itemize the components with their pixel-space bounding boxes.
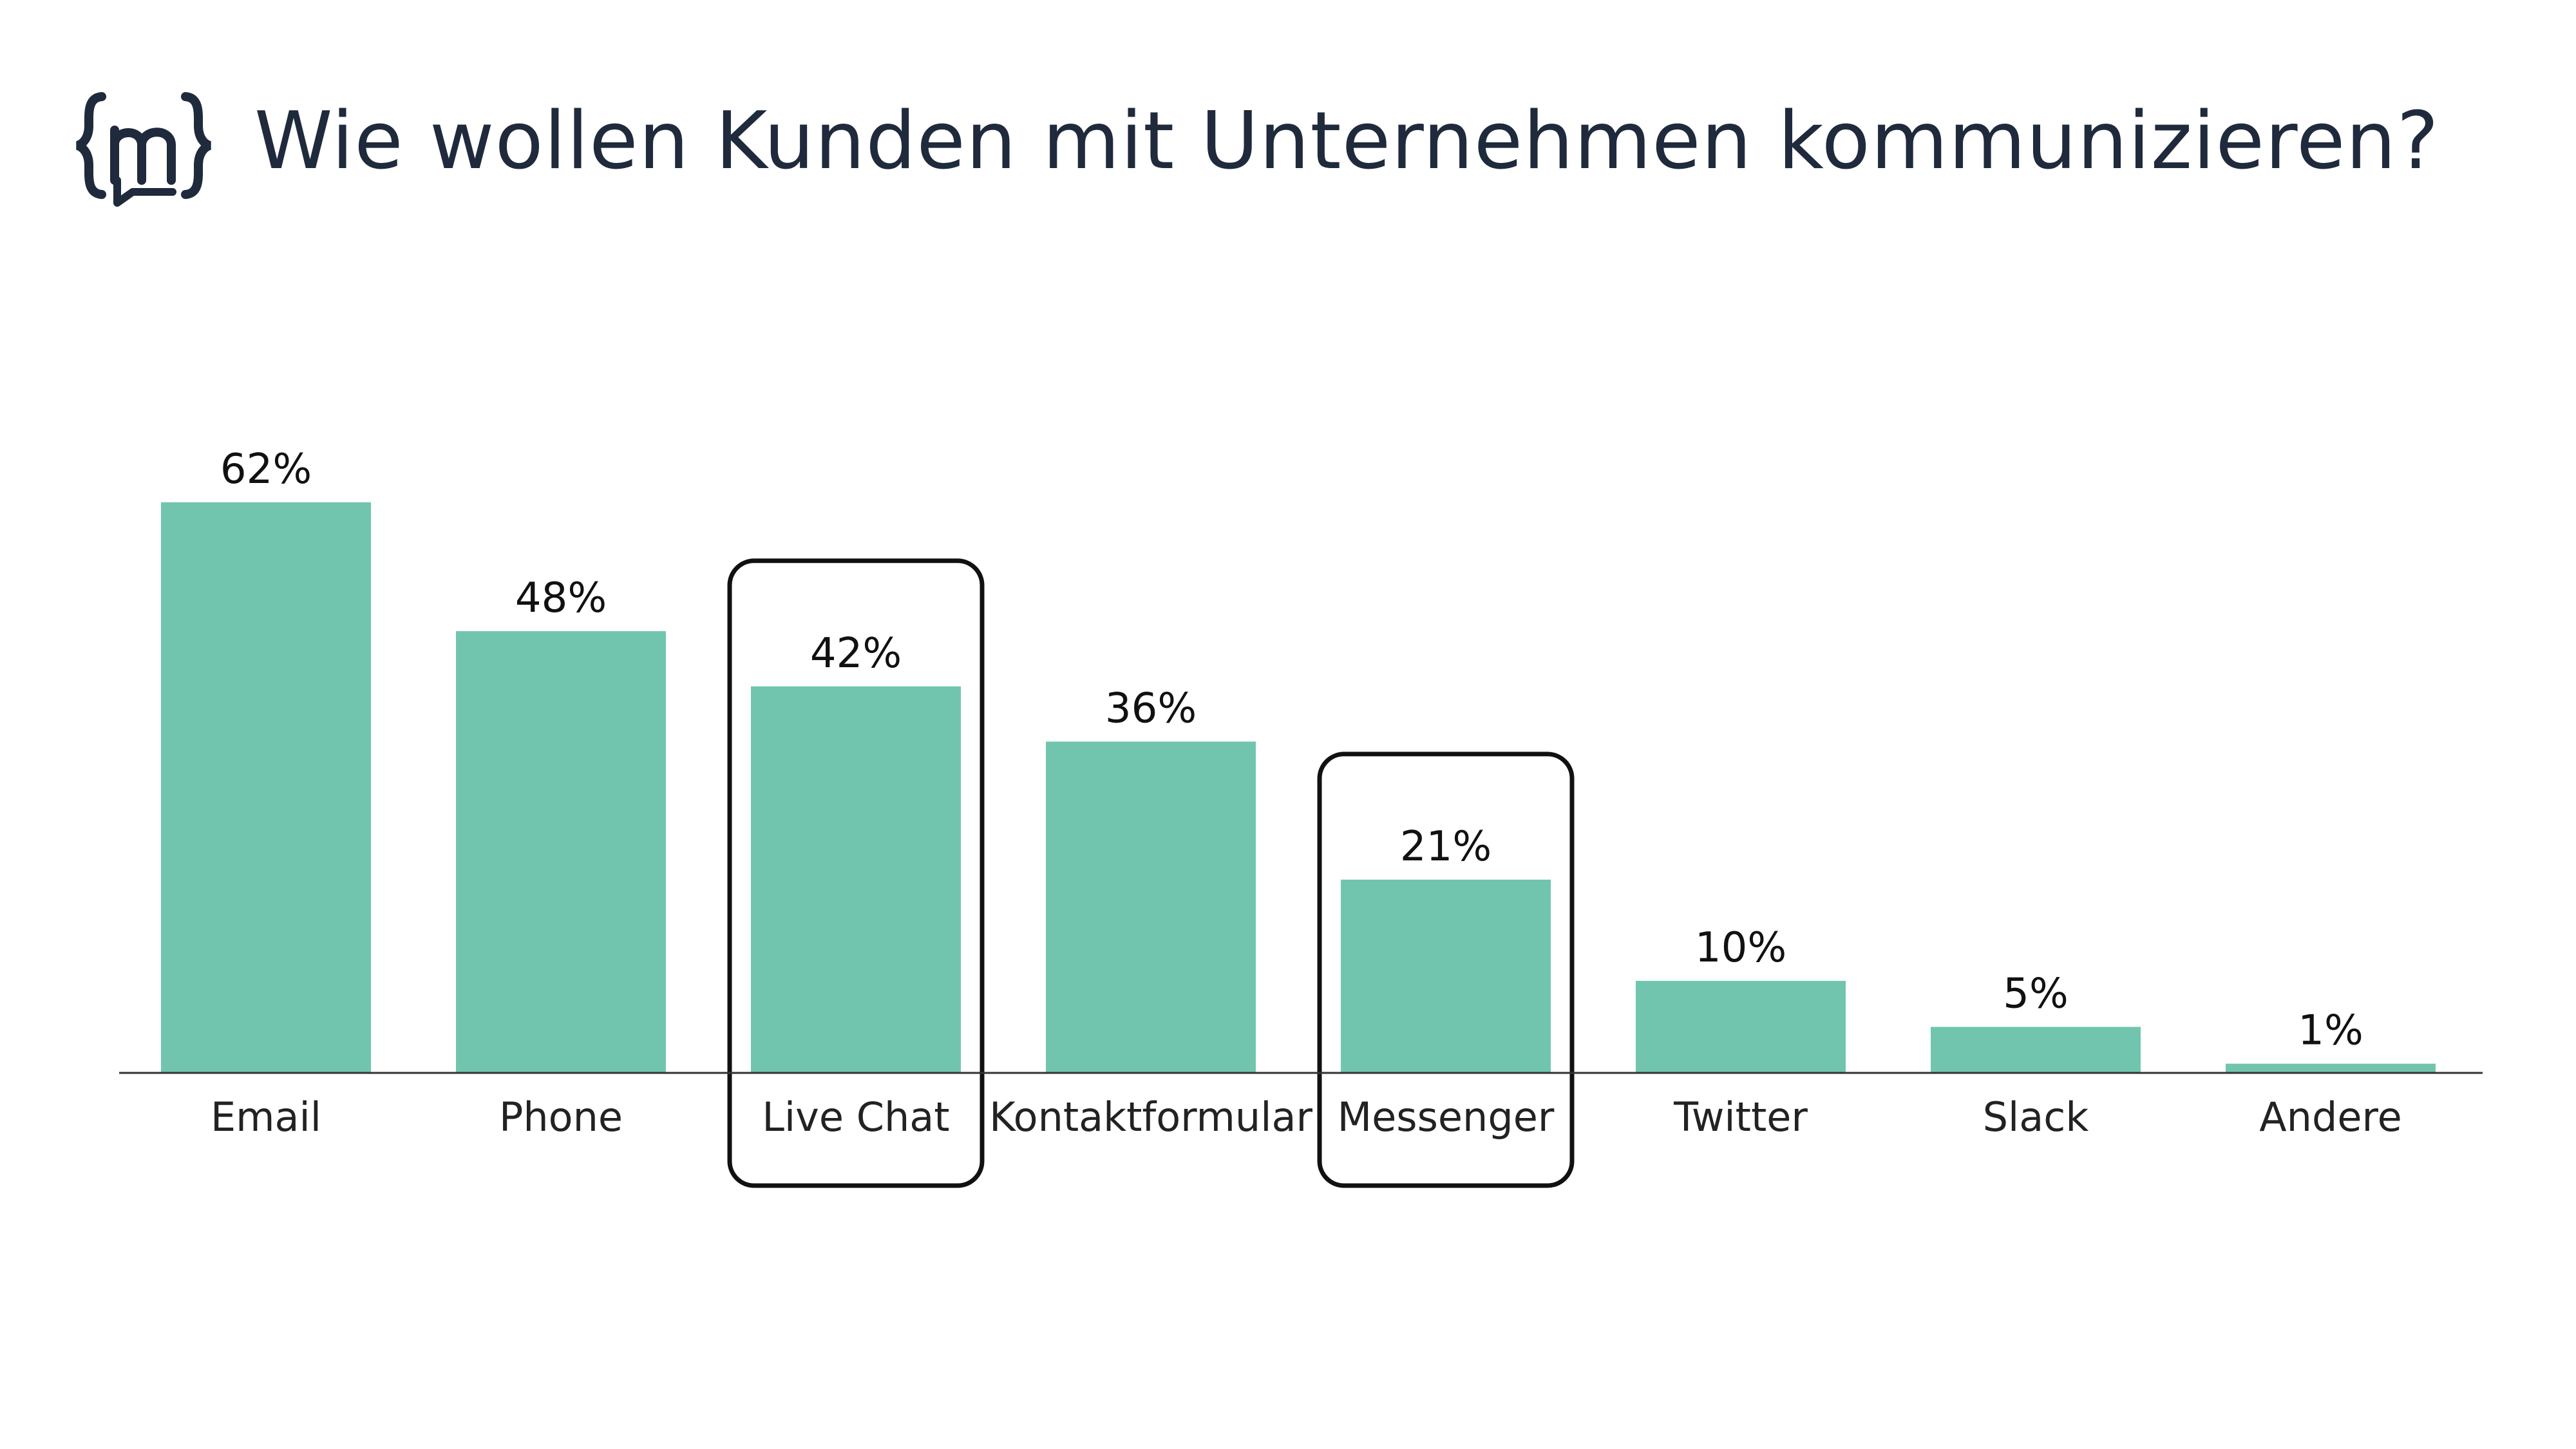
highlights-group (727, 558, 1575, 1188)
highlight-box-messenger (1317, 752, 1575, 1188)
bar-messenger (1341, 879, 1551, 1073)
chart-header: Wie wollen Kunden mit Unternehmen kommun… (0, 0, 2576, 219)
bar-slack (1931, 1027, 2141, 1073)
bar-email (161, 502, 371, 1073)
value-label-twitter: 10% (1695, 924, 1786, 972)
category-label-messenger: Messenger (1338, 1094, 1555, 1141)
value-label-live-chat: 42% (810, 630, 902, 677)
category-label-kontaktformular: Kontaktformular (989, 1094, 1312, 1141)
category-label-phone: Phone (499, 1094, 623, 1141)
value-label-messenger: 21% (1400, 823, 1492, 871)
category-label-twitter: Twitter (1673, 1094, 1808, 1141)
category-label-email: Email (211, 1094, 321, 1141)
value-label-andere: 1% (2298, 1007, 2363, 1055)
bar-twitter (1636, 981, 1846, 1073)
category-label-live-chat: Live Chat (762, 1094, 949, 1141)
value-label-slack: 5% (2003, 971, 2069, 1018)
bar-andere (2226, 1063, 2436, 1073)
value-label-kontaktformular: 36% (1105, 685, 1197, 733)
bar-phone (456, 631, 666, 1073)
bars-group (161, 502, 2436, 1073)
bar-kontaktformular (1046, 741, 1256, 1073)
brand-logo-icon (76, 92, 211, 207)
labels-group: 62% Email 48% Phone 42% Live Chat 36% Kontaktfo… (211, 446, 2402, 1141)
value-label-phone: 48% (515, 574, 607, 622)
value-label-email: 62% (220, 446, 312, 493)
category-label-andere: Andere (2259, 1094, 2401, 1141)
chart-title: Wie wollen Kunden mit Unternehmen kommun… (254, 95, 2439, 187)
highlight-box-live-chat (727, 558, 985, 1188)
category-label-slack: Slack (1983, 1094, 2089, 1141)
bar-live-chat (751, 686, 961, 1073)
